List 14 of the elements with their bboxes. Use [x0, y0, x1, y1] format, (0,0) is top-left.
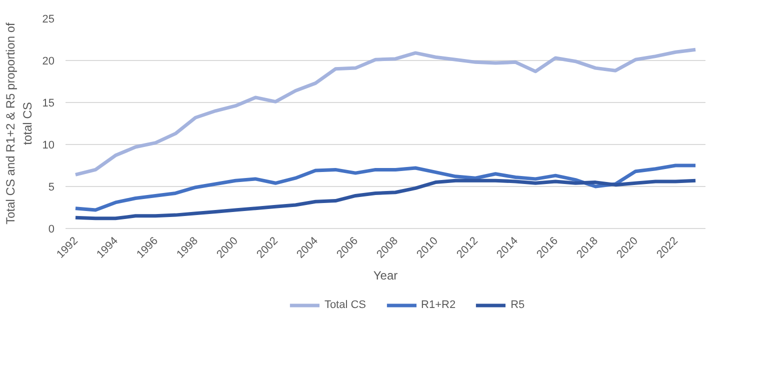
y-axis-title: Total CS and R1+2 & R5 proportion of total CS [3, 22, 34, 224]
y-tick-label: 0 [48, 224, 55, 236]
y-tick-label: 10 [42, 140, 55, 152]
y-tick-label: 15 [42, 98, 55, 110]
line-series [74, 178, 698, 220]
line-series [74, 48, 698, 176]
y-tick-label: 20 [42, 56, 55, 68]
legend-label: Total CS [324, 299, 366, 311]
legend-label: R1+R2 [421, 299, 456, 311]
legend-label: R5 [510, 299, 526, 311]
y-tick-label: 25 [42, 14, 55, 26]
line-series [74, 164, 698, 212]
y-tick-label: 5 [48, 182, 55, 194]
x-axis-title: Year [373, 268, 398, 282]
